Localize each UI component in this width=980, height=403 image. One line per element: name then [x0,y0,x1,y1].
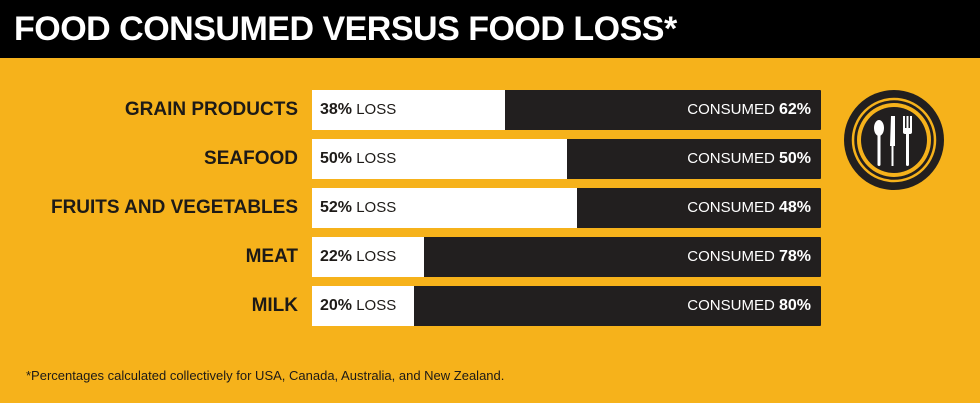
bar-row: MEAT 22% LOSS CONSUMED 78% [0,237,830,277]
consumed-bar: 22% LOSS CONSUMED 78% [312,237,821,277]
consumed-value-label: 78% [778,248,811,265]
loss-value-label: 52% [320,199,353,216]
consumed-value-label: 80% [778,297,811,314]
loss-label: 50% LOSS [320,139,396,179]
bar-row: MILK 20% LOSS CONSUMED 80% [0,286,830,326]
consumed-label: CONSUMED 62% [687,90,811,130]
loss-series-name: LOSS [352,101,397,118]
loss-bar [312,90,506,130]
consumed-bar: 38% LOSS CONSUMED 62% [312,90,821,130]
consumed-series-name: CONSUMED [687,199,779,216]
loss-bar [312,188,577,228]
consumed-label: CONSUMED 78% [687,237,811,277]
loss-value-label: 50% [320,150,353,167]
consumed-series-name: CONSUMED [687,297,779,314]
consumed-bar: 52% LOSS CONSUMED 48% [312,188,821,228]
loss-label: 38% LOSS [320,90,396,130]
consumed-label: CONSUMED 80% [687,286,811,326]
bar-row: SEAFOOD 50% LOSS CONSUMED 50% [0,139,830,179]
consumed-bar: 50% LOSS CONSUMED 50% [312,139,821,179]
consumed-bar: 20% LOSS CONSUMED 80% [312,286,821,326]
consumed-series-name: CONSUMED [687,248,779,265]
chart-title: FOOD CONSUMED VERSUS FOOD LOSS* [14,9,677,48]
footnote: *Percentages calculated collectively for… [26,368,505,383]
category-label: FRUITS AND VEGETABLES [50,197,298,218]
loss-series-name: LOSS [352,248,397,265]
utensils-icon [842,88,946,192]
bar-row: FRUITS AND VEGETABLES 52% LOSS CONSUMED 48… [0,188,830,228]
consumed-value-label: 50% [778,150,811,167]
consumed-label: CONSUMED 48% [687,188,811,228]
category-label: MEAT [245,246,298,267]
consumed-value-label: 48% [778,199,811,216]
loss-bar [312,237,424,277]
loss-bar [312,139,567,179]
loss-value-label: 20% [320,297,353,314]
category-label: MILK [251,295,298,316]
title-bar: FOOD CONSUMED VERSUS FOOD LOSS* [0,0,980,58]
loss-series-name: LOSS [352,150,397,167]
loss-bar [312,286,414,326]
bar-row: GRAIN PRODUCTS 38% LOSS CONSUMED 62% [0,90,830,130]
consumed-label: CONSUMED 50% [687,139,811,179]
loss-series-name: LOSS [352,297,397,314]
consumed-series-name: CONSUMED [687,150,779,167]
consumed-series-name: CONSUMED [687,101,779,118]
consumed-value-label: 62% [778,101,811,118]
category-label: SEAFOOD [204,148,298,169]
loss-series-name: LOSS [352,199,397,216]
loss-label: 22% LOSS [320,237,396,277]
loss-label: 20% LOSS [320,286,396,326]
loss-value-label: 22% [320,248,353,265]
loss-value-label: 38% [320,101,353,118]
stacked-bar-chart: GRAIN PRODUCTS 38% LOSS CONSUMED 62% SEAFOO… [0,90,830,335]
loss-label: 52% LOSS [320,188,396,228]
category-label: GRAIN PRODUCTS [124,99,298,120]
